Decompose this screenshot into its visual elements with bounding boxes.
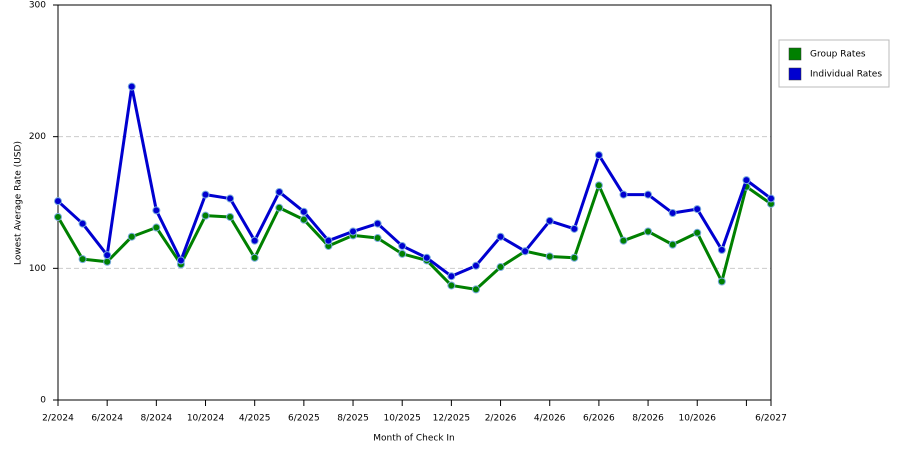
- data-point: [496, 263, 505, 272]
- data-point: [693, 228, 702, 237]
- data-point: [373, 219, 382, 228]
- data-point: [545, 216, 554, 225]
- data-point: [447, 272, 456, 281]
- legend-label: Individual Rates: [810, 70, 882, 80]
- data-point: [644, 227, 653, 236]
- data-point: [594, 151, 603, 160]
- series-line: [56, 183, 772, 291]
- data-point: [496, 232, 505, 241]
- plot-frame: [57, 4, 772, 401]
- data-point: [471, 261, 480, 270]
- data-point: [422, 253, 431, 262]
- x-tick-label: 8/2025: [337, 414, 369, 424]
- data-point: [201, 211, 210, 220]
- x-tick-label: 10/2024: [187, 414, 225, 424]
- data-point: [545, 252, 554, 261]
- x-tick-label: 8/2024: [141, 414, 173, 424]
- x-tick-label: 10/2026: [679, 414, 717, 424]
- data-point: [299, 215, 308, 224]
- data-point: [619, 190, 628, 199]
- data-point: [152, 206, 161, 215]
- data-point: [78, 255, 87, 264]
- data-point: [570, 253, 579, 262]
- data-point: [717, 277, 726, 286]
- data-point: [275, 203, 284, 212]
- data-point: [226, 194, 235, 203]
- data-point: [398, 249, 407, 258]
- x-tick-label: 2/2024: [42, 414, 74, 424]
- data-point: [324, 236, 333, 245]
- legend-swatch: [788, 67, 802, 81]
- data-point: [471, 285, 480, 294]
- data-point: [668, 240, 677, 249]
- data-point: [349, 227, 358, 236]
- data-point: [619, 236, 628, 245]
- data-point: [250, 236, 259, 245]
- data-point: [594, 181, 603, 190]
- data-point: [250, 253, 259, 262]
- legend-swatch: [788, 47, 802, 61]
- data-point: [176, 256, 185, 265]
- y-tick-label: 100: [29, 264, 46, 274]
- y-axis-label: Lowest Average Rate (USD): [14, 141, 24, 265]
- x-tick-label: 6/2026: [583, 414, 615, 424]
- data-point: [103, 257, 112, 266]
- x-tick-label: 6/2025: [288, 414, 320, 424]
- data-point: [226, 212, 235, 221]
- data-point: [570, 224, 579, 233]
- series-line: [56, 85, 772, 278]
- data-point: [767, 194, 775, 203]
- x-tick-label: 4/2026: [534, 414, 566, 424]
- data-point: [742, 176, 751, 185]
- data-point: [78, 219, 87, 228]
- data-point: [644, 190, 653, 199]
- data-point: [447, 281, 456, 290]
- data-point: [693, 205, 702, 214]
- x-tick-label: 6/2027: [755, 414, 787, 424]
- y-tick-label: 0: [40, 396, 46, 406]
- data-point: [103, 251, 112, 260]
- x-tick-label: 2/2026: [485, 414, 517, 424]
- data-point: [299, 207, 308, 216]
- data-point: [717, 245, 726, 254]
- x-tick-label: 12/2025: [433, 414, 470, 424]
- x-tick-label: 4/2025: [239, 414, 271, 424]
- data-point: [152, 223, 161, 232]
- y-tick-label: 200: [29, 132, 46, 142]
- data-point: [398, 241, 407, 250]
- data-point: [127, 232, 136, 241]
- data-point: [521, 247, 530, 256]
- data-point: [54, 197, 62, 206]
- x-tick-label: 6/2024: [91, 414, 123, 424]
- x-tick-label: 8/2026: [632, 414, 664, 424]
- data-point: [275, 187, 284, 196]
- x-tick-label: 10/2025: [384, 414, 421, 424]
- data-point: [127, 82, 136, 91]
- x-axis-label: Month of Check In: [373, 434, 455, 444]
- data-point: [201, 190, 210, 199]
- y-tick-label: 300: [29, 1, 46, 11]
- data-point: [54, 212, 62, 221]
- legend-label: Group Rates: [810, 50, 866, 60]
- data-point: [373, 234, 382, 243]
- data-point: [668, 209, 677, 218]
